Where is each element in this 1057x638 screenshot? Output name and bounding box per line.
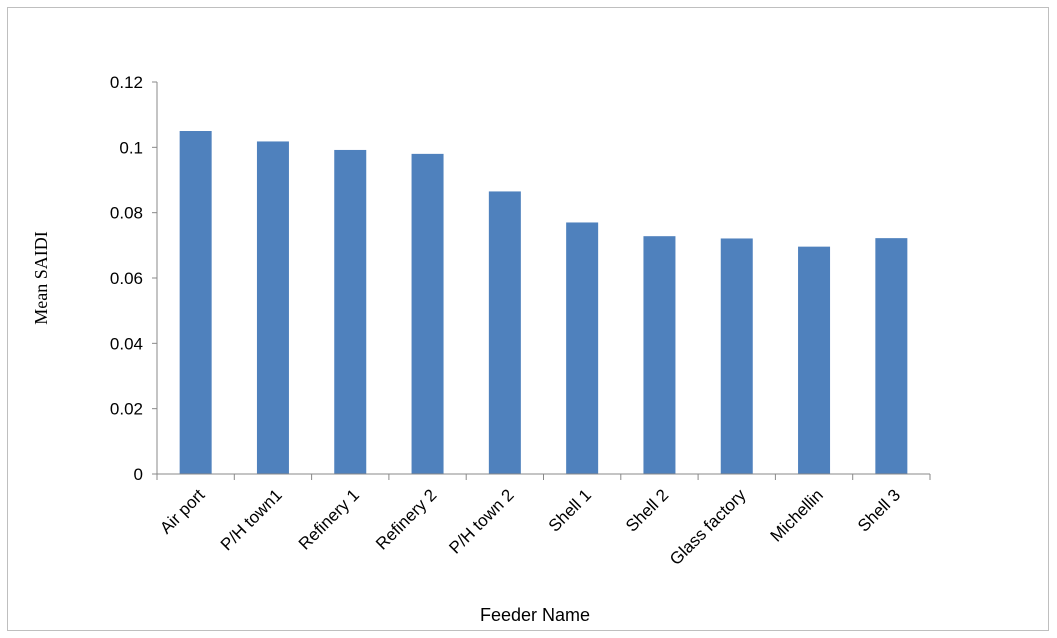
bar bbox=[875, 238, 908, 474]
bar bbox=[720, 238, 753, 474]
y-tick-label: 0.12 bbox=[110, 73, 143, 92]
x-ticks: Air port P/H town1 Refinery 1 Refinery 2 P/H… bbox=[156, 474, 931, 569]
y-axis-title: Mean SAIDI bbox=[31, 231, 51, 324]
y-tick-label: 0.06 bbox=[110, 269, 143, 288]
bar bbox=[488, 191, 521, 474]
x-tick-label: Michellin bbox=[767, 485, 827, 545]
x-tick-label: Shell 2 bbox=[622, 485, 672, 535]
bars-layer bbox=[179, 131, 908, 475]
x-tick-label: P/H town1 bbox=[217, 485, 286, 554]
x-tick-label: Refinery 2 bbox=[372, 485, 440, 553]
y-tick-label: 0.08 bbox=[110, 204, 143, 223]
x-tick-label: Refinery 1 bbox=[295, 485, 363, 553]
bar bbox=[411, 153, 444, 474]
bar bbox=[334, 149, 367, 475]
x-tick-label: Air port bbox=[156, 485, 208, 537]
y-tick-label: 0 bbox=[134, 465, 143, 484]
bar bbox=[566, 222, 599, 474]
x-tick-label: Shell 3 bbox=[854, 485, 904, 535]
y-ticks: 0 0.02 0.04 0.06 0.08 0.1 0.12 bbox=[110, 73, 157, 484]
y-tick-label: 0.02 bbox=[110, 400, 143, 419]
y-tick-label: 0.1 bbox=[119, 138, 143, 157]
x-axis-title: Feeder Name bbox=[480, 605, 590, 625]
x-tick-label: P/H town 2 bbox=[445, 485, 517, 557]
bar bbox=[179, 131, 212, 474]
bar bbox=[643, 236, 676, 474]
bar bbox=[256, 141, 289, 474]
y-tick-label: 0.04 bbox=[110, 334, 143, 353]
bar bbox=[798, 246, 831, 474]
x-tick-label: Shell 1 bbox=[545, 485, 595, 535]
x-tick-label: Glass factory bbox=[666, 485, 750, 569]
